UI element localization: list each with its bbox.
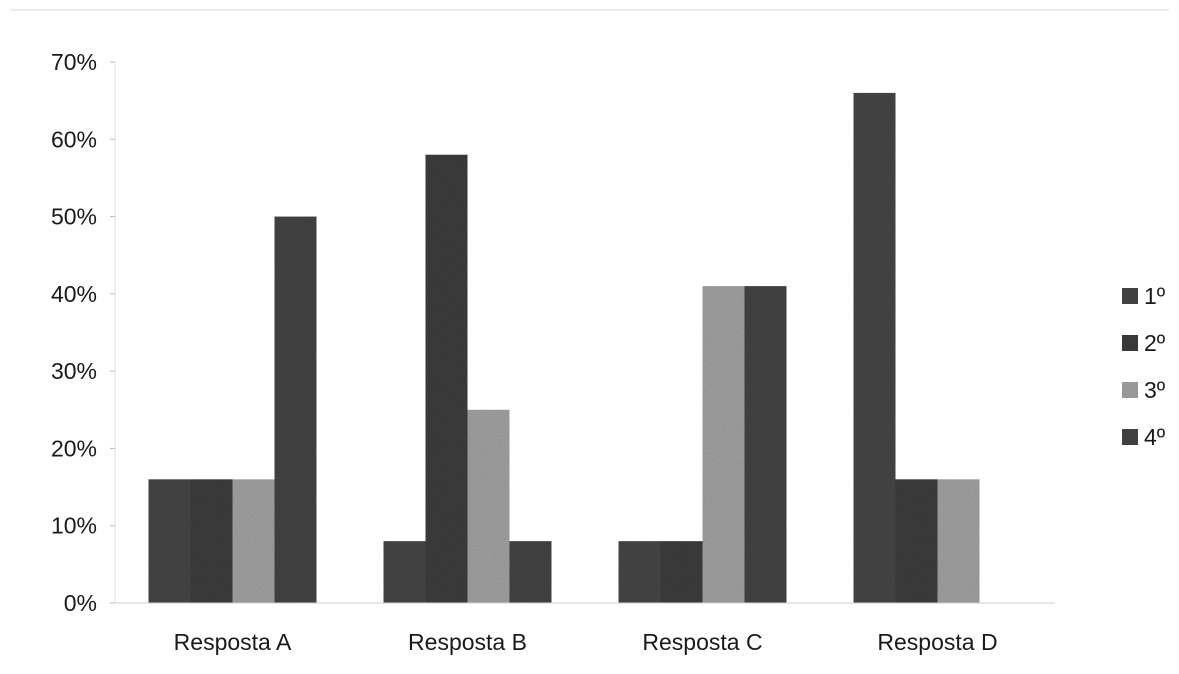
legend-label: 4º (1144, 424, 1166, 450)
bar-resposta-c-series-3 (702, 286, 745, 603)
bar-resposta-c-series-1 (618, 541, 661, 603)
bar-resposta-c-series-2 (660, 541, 703, 603)
bar-resposta-d-series-3 (937, 479, 980, 603)
y-tick-label: 10% (51, 513, 97, 539)
bar-resposta-b-series-4 (509, 541, 552, 603)
bar-resposta-a-series-4 (274, 216, 317, 604)
bar-resposta-a-series-1 (148, 479, 191, 603)
y-tick-label: 70% (51, 49, 97, 75)
bar-resposta-b-series-3 (467, 409, 510, 603)
legend-swatch (1122, 429, 1138, 445)
y-tick-label: 30% (51, 358, 97, 384)
bar-resposta-b-series-2 (425, 154, 468, 603)
y-tick-label: 20% (51, 435, 97, 461)
bar-resposta-c-series-4 (744, 286, 787, 603)
y-tick-label: 60% (51, 126, 97, 152)
legend-swatch (1122, 288, 1138, 304)
bar-resposta-b-series-1 (383, 541, 426, 603)
y-tick-label: 50% (51, 204, 97, 230)
legend-label: 3º (1144, 377, 1166, 403)
legend-swatch (1122, 382, 1138, 398)
x-category-label: Resposta A (174, 629, 292, 655)
y-tick-label: 0% (64, 590, 97, 616)
bar-resposta-a-series-3 (232, 479, 275, 603)
x-category-label: Resposta D (877, 629, 997, 655)
x-axis: Resposta A Resposta B Resposta C Resposta D (115, 602, 1055, 655)
x-category-label: Resposta B (408, 629, 527, 655)
bars (148, 92, 980, 604)
y-tick-label: 40% (51, 281, 97, 307)
legend-swatch (1122, 335, 1138, 351)
bar-resposta-a-series-2 (190, 479, 233, 603)
bar-resposta-d-series-1 (853, 92, 896, 604)
legend-label: 2º (1144, 330, 1166, 356)
bar-resposta-d-series-2 (895, 479, 938, 603)
legend-label: 1º (1144, 283, 1166, 309)
y-axis: 0% 10% 20% 30% 40% 50% 60% 70% (51, 49, 116, 616)
x-category-label: Resposta C (642, 629, 762, 655)
legend: 1º 2º 3º 4º (1122, 283, 1166, 450)
